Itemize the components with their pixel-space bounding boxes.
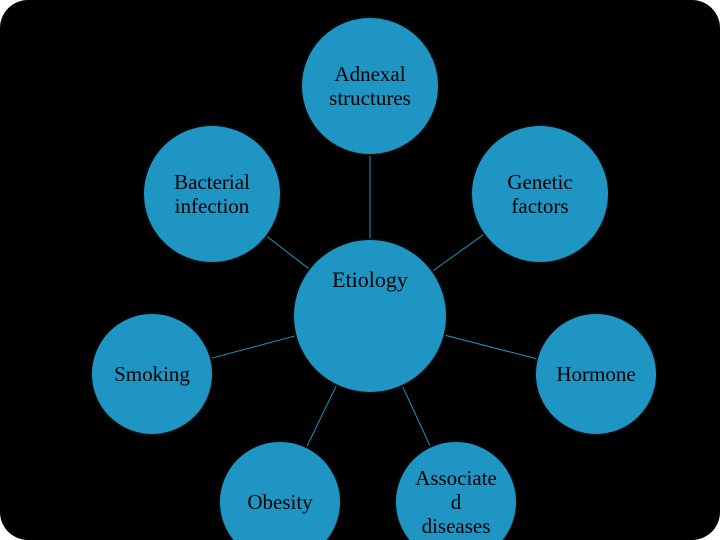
node-etiology: Etiology <box>292 238 448 394</box>
node-adnexal-structures-label: Adnexal structures <box>329 62 411 110</box>
node-obesity-label: Obesity <box>247 490 312 514</box>
node-bacterial-infection: Bacterial infection <box>142 124 282 264</box>
node-genetic-factors-label: Genetic factors <box>507 170 572 218</box>
node-smoking-label: Smoking <box>114 362 190 386</box>
node-hormone: Hormone <box>534 312 658 436</box>
node-genetic-factors: Genetic factors <box>470 124 610 264</box>
node-bacterial-infection-label: Bacterial infection <box>174 170 250 218</box>
slide-canvas: Etiology Adnexal structures Genetic fact… <box>0 0 720 540</box>
node-obesity: Obesity <box>218 440 342 540</box>
node-associated-diseases-label: Associate d diseases <box>415 466 497 538</box>
node-etiology-label: Etiology <box>332 267 408 292</box>
node-smoking: Smoking <box>90 312 214 436</box>
node-hormone-label: Hormone <box>556 362 635 386</box>
node-associated-diseases: Associate d diseases <box>394 440 518 540</box>
node-adnexal-structures: Adnexal structures <box>300 16 440 156</box>
